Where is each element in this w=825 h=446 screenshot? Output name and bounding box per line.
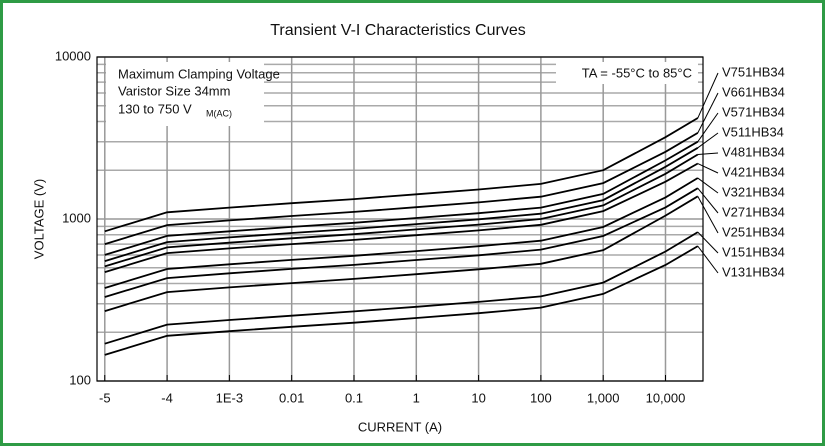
legend-label: V661HB34 xyxy=(722,84,785,99)
series-line xyxy=(104,117,699,233)
leader-line xyxy=(697,196,719,234)
leader-line xyxy=(697,132,719,149)
series-line xyxy=(104,153,699,268)
x-tick-label: 1E-3 xyxy=(216,390,243,405)
leader-line xyxy=(697,72,719,119)
leader-line xyxy=(697,163,719,174)
x-tick-label: 10,000 xyxy=(646,390,686,405)
series-line xyxy=(104,231,699,345)
x-tick-label: -5 xyxy=(99,390,111,405)
series-line xyxy=(104,195,699,312)
x-tick-label: 1,000 xyxy=(587,390,620,405)
annotation: TA = -55°C to 85°C xyxy=(582,65,692,80)
x-axis-label: CURRENT (A) xyxy=(358,419,442,434)
leader-line xyxy=(697,112,719,142)
legend-label: V571HB34 xyxy=(722,104,785,119)
legend-label: V751HB34 xyxy=(722,64,785,79)
legend-label: V481HB34 xyxy=(722,144,785,159)
series-line xyxy=(104,147,699,262)
series-line xyxy=(104,162,699,273)
annotation: 130 to 750 V xyxy=(118,101,192,116)
annotation: Varistor Size 34mm xyxy=(118,83,230,98)
chart-title: Transient V-I Characteristics Curves xyxy=(270,22,525,39)
y-tick-label: 10000 xyxy=(55,48,91,63)
series-line xyxy=(104,187,699,298)
series-line xyxy=(104,245,699,356)
leader-line xyxy=(697,152,719,156)
leader-line xyxy=(697,231,719,254)
annotation-box xyxy=(106,62,264,126)
leader-line xyxy=(697,245,719,274)
x-tick-label: 100 xyxy=(530,390,552,405)
annotation-subscript: M(AC) xyxy=(206,108,232,118)
annotation-box xyxy=(556,62,698,84)
plot-border xyxy=(96,56,704,382)
legend-label: V131HB34 xyxy=(722,264,785,279)
x-tick-label: 0.1 xyxy=(345,390,363,405)
series-line xyxy=(104,177,699,289)
series-line xyxy=(104,140,699,256)
legend-label: V271HB34 xyxy=(722,204,785,219)
y-tick-label: 1000 xyxy=(62,210,91,225)
x-tick-label: 0.01 xyxy=(279,390,304,405)
series-line xyxy=(104,132,699,245)
legend-label: V511HB34 xyxy=(722,124,784,139)
legend-label: V421HB34 xyxy=(722,164,785,179)
x-tick-label: 10 xyxy=(471,390,485,405)
leader-line xyxy=(697,92,719,134)
y-tick-label: 100 xyxy=(69,372,91,387)
leader-line xyxy=(697,187,719,214)
annotation: Maximum Clamping Voltage xyxy=(118,66,280,81)
x-tick-label: 1 xyxy=(413,390,420,405)
x-tick-label: -4 xyxy=(161,390,173,405)
legend-label: V321HB34 xyxy=(722,184,785,199)
y-axis-label: VOLTAGE (V) xyxy=(31,179,46,259)
legend-label: V251HB34 xyxy=(722,224,785,239)
leader-line xyxy=(697,177,719,194)
legend-label: V151HB34 xyxy=(722,244,785,259)
